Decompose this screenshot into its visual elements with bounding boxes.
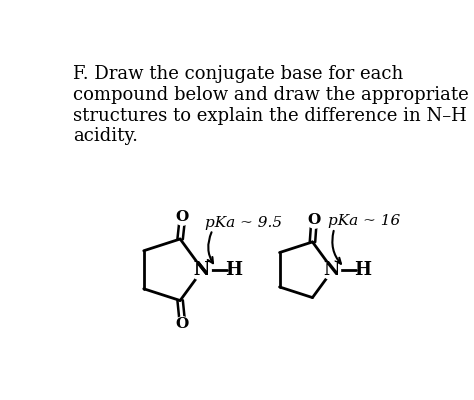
Text: N: N	[193, 261, 210, 279]
Text: H: H	[225, 261, 242, 279]
Text: N: N	[193, 261, 210, 279]
Text: N: N	[323, 261, 339, 279]
Text: O: O	[176, 317, 189, 331]
Text: H: H	[354, 261, 371, 279]
Text: O: O	[308, 213, 320, 227]
Text: O: O	[176, 210, 189, 224]
Text: structures to explain the difference in N–H: structures to explain the difference in …	[73, 106, 467, 124]
Text: pKa ~ 9.5: pKa ~ 9.5	[205, 216, 282, 230]
Text: acidity.: acidity.	[73, 127, 138, 145]
Text: pKa ~ 16: pKa ~ 16	[328, 214, 401, 228]
Text: compound below and draw the appropriate: compound below and draw the appropriate	[73, 86, 469, 104]
Text: F. Draw the conjugate base for each: F. Draw the conjugate base for each	[73, 65, 403, 83]
